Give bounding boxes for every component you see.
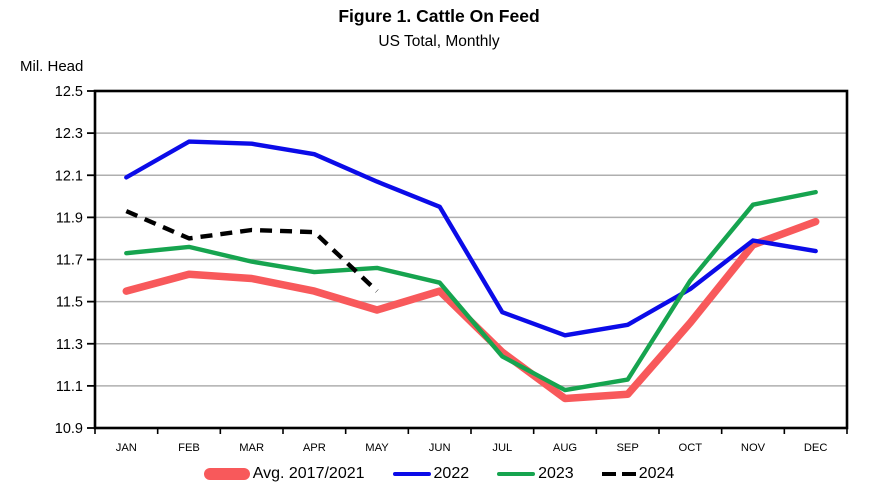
y-tick-label: 11.9 [56, 210, 83, 226]
y-tick-label: 12.1 [55, 168, 83, 184]
legend-swatch-line-icon [392, 471, 431, 477]
legend-label: 2024 [638, 465, 675, 482]
y-tick-label: 11.5 [56, 295, 83, 311]
x-tick-label: MAR [239, 442, 264, 454]
legend-item: 2024 [601, 465, 675, 483]
x-tick-label: JAN [116, 442, 137, 454]
legend-label: 2023 [538, 465, 574, 482]
legend: Avg. 2017/2021 2022 2023 2024 [0, 458, 878, 490]
legend-swatch-line-icon [203, 468, 250, 480]
legend-label: Avg. 2017/2021 [252, 465, 365, 482]
x-tick-label: MAY [365, 442, 389, 454]
x-tick-label: OCT [679, 442, 703, 454]
chart-title: Figure 1. Cattle On Feed [338, 6, 540, 26]
legend-item: 2023 [497, 465, 574, 483]
x-tick-label: NOV [741, 442, 766, 454]
legend-label: 2022 [433, 465, 470, 482]
legend-item: Avg. 2017/2021 [203, 465, 365, 483]
plot-border [93, 89, 849, 430]
series-line-avg-2017-2021 [122, 217, 820, 403]
series-line-2023 [124, 189, 818, 393]
legend-swatch-line-icon [497, 471, 536, 477]
y-tick-label: 12.5 [55, 84, 83, 100]
y-axis-unit-label: Mil. Head [20, 58, 84, 75]
x-tick-label: APR [303, 442, 326, 454]
x-tick-label: JUN [429, 442, 451, 454]
legend-item: 2022 [392, 465, 470, 483]
y-tick-label: 10.9 [55, 421, 83, 437]
y-tick-label: 11.3 [56, 337, 83, 353]
chart-subtitle: US Total, Monthly [378, 33, 500, 50]
x-tick-label: SEP [616, 442, 638, 454]
x-tick-label: FEB [178, 442, 200, 454]
x-tick-label: JUL [492, 442, 512, 454]
series-line-2024 [125, 209, 379, 293]
x-tick-label: AUG [553, 442, 577, 454]
y-tick-label: 12.3 [55, 126, 83, 142]
y-tick-label: 11.1 [56, 379, 83, 395]
y-tick-label: 11.7 [56, 253, 83, 269]
series-line-2022 [124, 139, 818, 338]
x-tick-label: DEC [804, 442, 828, 454]
legend-swatch-dashed-line-icon [601, 471, 636, 477]
